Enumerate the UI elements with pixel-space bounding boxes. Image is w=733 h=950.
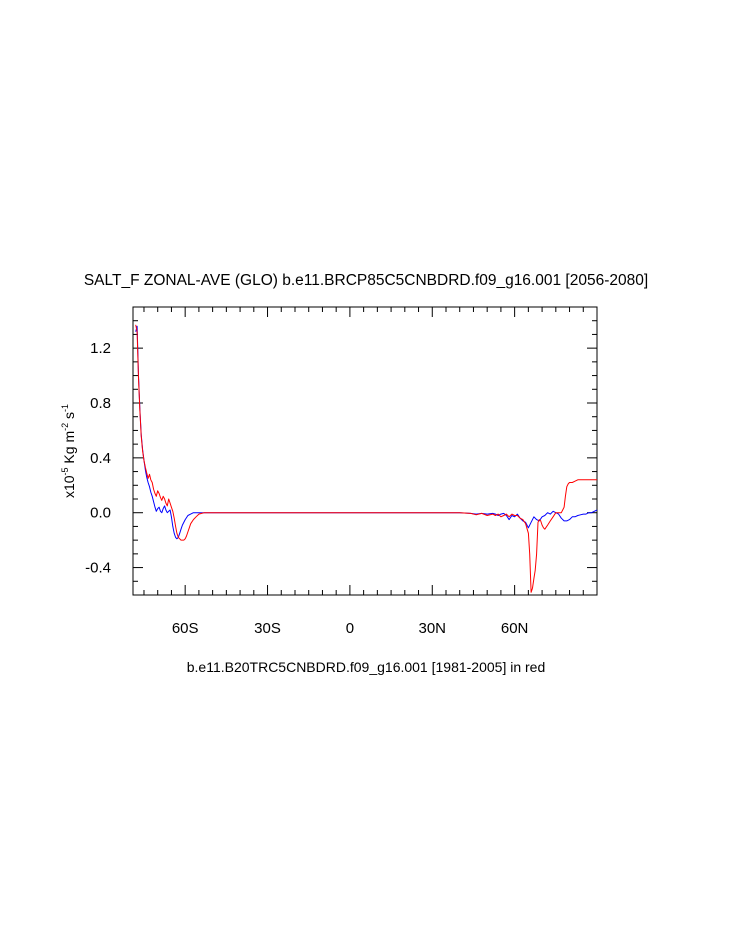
x-tick-label: 30S	[254, 620, 281, 637]
x-tick-label: 60N	[501, 620, 529, 637]
y-axis-label-exponent: -1	[60, 404, 70, 412]
y-axis-label-unit: Kg m	[61, 431, 77, 468]
y-tick-label: 1.2	[90, 340, 111, 357]
series-layer	[135, 324, 598, 593]
y-tick-label: 0.0	[90, 505, 111, 522]
y-axis: -0.4 0.0 0.4 0.8 1.2	[85, 306, 597, 596]
y-tick-label: 0.4	[90, 450, 111, 467]
y-axis-label-exponent: -5	[60, 467, 70, 475]
y-axis-label-unit: s	[61, 412, 77, 423]
x-tick-label: 30N	[419, 620, 447, 637]
x-axis-label: b.e11.B20TRC5CNBDRD.f09_g16.001 [1981-20…	[187, 659, 546, 675]
y-axis-label: x10-5 Kg m-2 s-1	[60, 404, 77, 498]
x-tick-label: 0	[346, 620, 354, 637]
plot-area	[132, 306, 598, 596]
chart-title: SALT_F ZONAL-AVE (GLO) b.e11.BRCP85C5CNB…	[84, 272, 648, 289]
series-line-red	[135, 324, 597, 593]
plot-frame	[132, 306, 598, 596]
x-axis: 60S 30S 0 30N 60N	[143, 307, 598, 637]
series-line-blue	[135, 325, 598, 540]
y-axis-label-exponent: -2	[60, 423, 70, 431]
y-axis-label-prefix: x10	[61, 475, 77, 498]
y-tick-label: -0.4	[85, 560, 111, 577]
x-tick-label: 60S	[172, 620, 199, 637]
y-tick-label: 0.8	[90, 395, 111, 412]
